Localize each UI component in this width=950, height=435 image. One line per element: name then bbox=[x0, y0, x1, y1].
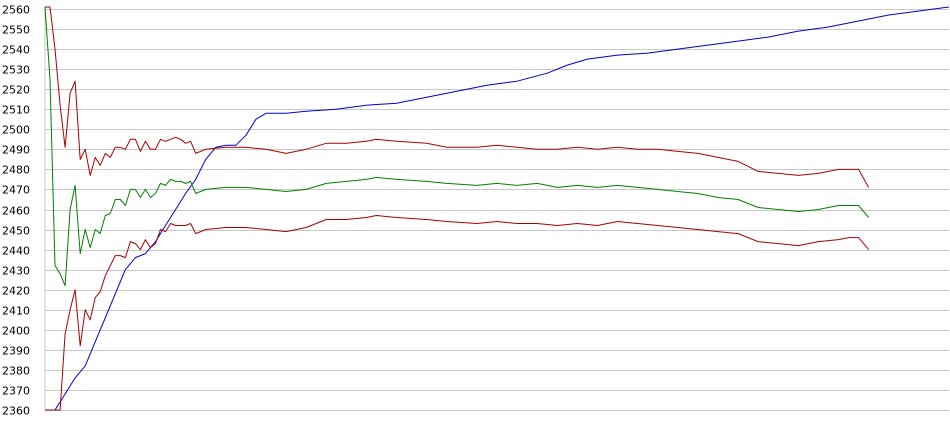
y-tick-label: 2390 bbox=[2, 345, 30, 358]
y-tick-label: 2470 bbox=[2, 184, 30, 197]
series-line-2 bbox=[44, 6, 869, 287]
y-tick-label: 2430 bbox=[2, 265, 30, 278]
y-tick-label: 2490 bbox=[2, 144, 30, 157]
series-line-3 bbox=[45, 6, 870, 188]
y-axis-tick-labels: 2560 2550 2540 2530 2520 2510 2500 2490 2480 2470… bbox=[2, 4, 30, 418]
series-line-1 bbox=[45, 6, 950, 411]
y-tick-label: 2550 bbox=[2, 24, 30, 37]
y-tick-label: 2450 bbox=[2, 225, 30, 238]
y-tick-label: 2530 bbox=[2, 64, 30, 77]
y-tick-label: 2400 bbox=[2, 325, 30, 338]
gridlines bbox=[44, 9, 949, 411]
plot-series bbox=[44, 6, 950, 411]
y-tick-label: 2370 bbox=[2, 385, 30, 398]
y-tick-label: 2410 bbox=[2, 305, 30, 318]
y-tick-label: 2380 bbox=[2, 365, 30, 378]
y-tick-label: 2460 bbox=[2, 205, 30, 218]
y-tick-label: 2510 bbox=[2, 104, 30, 117]
y-tick-label: 2540 bbox=[2, 44, 30, 57]
y-tick-label: 2440 bbox=[2, 245, 30, 258]
y-tick-label: 2560 bbox=[2, 4, 30, 17]
y-tick-label: 2480 bbox=[2, 164, 30, 177]
y-tick-label: 2360 bbox=[2, 405, 30, 418]
y-tick-label: 2500 bbox=[2, 124, 30, 137]
y-tick-label: 2420 bbox=[2, 285, 30, 298]
y-tick-label: 2520 bbox=[2, 84, 30, 97]
series-line-4 bbox=[45, 215, 869, 411]
